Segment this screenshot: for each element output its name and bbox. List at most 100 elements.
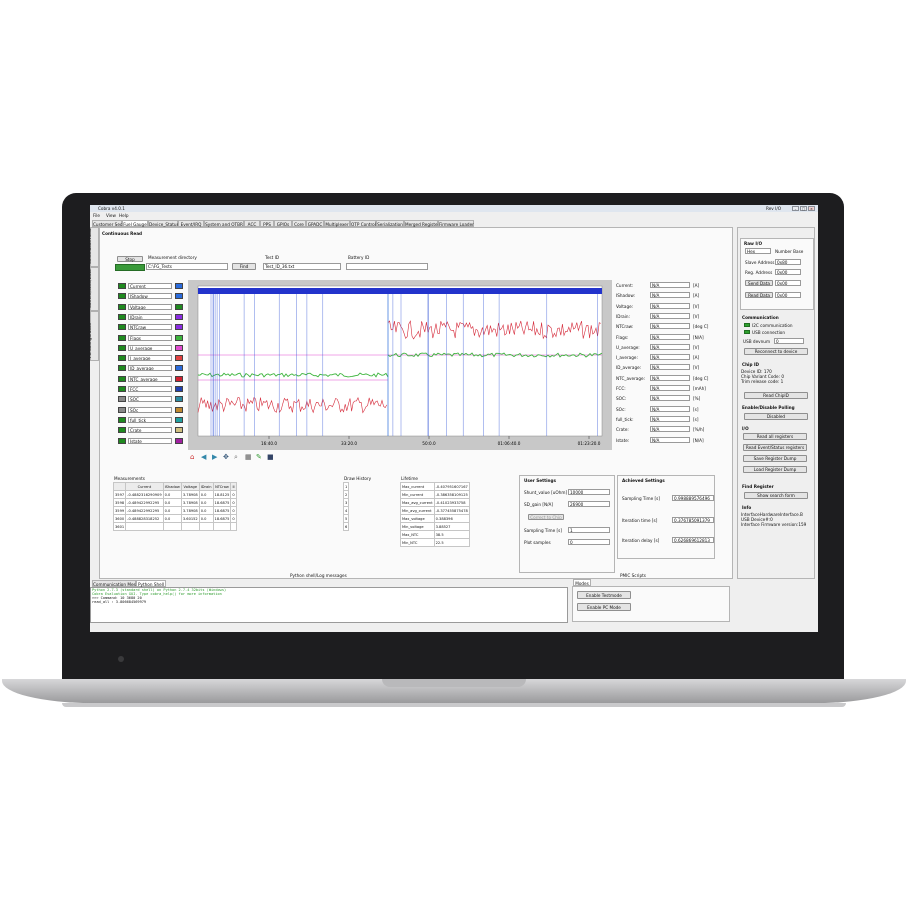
back-icon[interactable]: ◀ bbox=[201, 453, 207, 461]
side-tab-current-scan-data[interactable]: Current/Scan/Data bbox=[90, 267, 99, 311]
console-tab-communication-messages[interactable]: Communication Messages bbox=[92, 580, 148, 587]
column-header[interactable] bbox=[112, 482, 127, 491]
table-row[interactable]: Max_avg_current -0.41023933758 bbox=[400, 498, 470, 507]
table-row[interactable]: 3601 bbox=[112, 522, 237, 531]
minimize-icon[interactable]: – bbox=[792, 206, 799, 211]
signal-color-swatch[interactable] bbox=[175, 416, 183, 423]
tab-otp-control[interactable]: OTP Control bbox=[350, 220, 376, 227]
signal-color-swatch[interactable] bbox=[175, 365, 183, 372]
table-row[interactable]: 2 bbox=[342, 490, 350, 499]
signal-toggle[interactable] bbox=[118, 313, 126, 320]
column-header[interactable]: IShadow bbox=[162, 482, 182, 491]
table-row[interactable]: 3600 -0.488828318252 0.0 3.60152 0.0 18.6875 0 bbox=[112, 514, 237, 523]
signal-toggle[interactable] bbox=[118, 344, 126, 351]
signal-toggle[interactable] bbox=[118, 293, 126, 300]
io-button-read-all-registers[interactable]: Read all registers bbox=[743, 433, 807, 440]
close-icon[interactable]: × bbox=[808, 206, 815, 211]
signal-toggle[interactable] bbox=[118, 355, 126, 362]
side-tab-continuous-read[interactable]: Continuous Read bbox=[90, 227, 99, 267]
signal-toggle[interactable] bbox=[118, 396, 126, 403]
signal-toggle[interactable] bbox=[118, 406, 126, 413]
tab-core[interactable]: Core bbox=[292, 220, 306, 227]
edit-icon[interactable]: ✎ bbox=[256, 453, 262, 461]
menu-item-file[interactable]: File bbox=[93, 213, 101, 218]
table-row[interactable]: 5 bbox=[342, 514, 350, 523]
subplots-icon[interactable]: ▦ bbox=[245, 453, 252, 461]
sampling-field[interactable]: 1 bbox=[568, 527, 610, 533]
signal-color-swatch[interactable] bbox=[175, 313, 183, 320]
signal-color-swatch[interactable] bbox=[175, 406, 183, 413]
stop-button[interactable]: Stop bbox=[117, 256, 143, 262]
signal-toggle[interactable] bbox=[118, 386, 126, 392]
signal-toggle[interactable] bbox=[118, 303, 126, 310]
signal-toggle[interactable] bbox=[118, 437, 126, 444]
signal-color-swatch[interactable] bbox=[175, 283, 183, 289]
pan-icon[interactable]: ✥ bbox=[223, 453, 229, 461]
test-id-field[interactable]: Test_ID_36.txt bbox=[263, 263, 341, 270]
table-row[interactable]: Min_avg_current -0.377455875478 bbox=[400, 506, 470, 515]
measurement-dir-field[interactable]: C:\FG_Tests bbox=[146, 263, 228, 270]
tab-event-irq[interactable]: Event/IRQ bbox=[178, 220, 204, 227]
maximize-icon[interactable]: □ bbox=[800, 206, 807, 211]
enable-pc-mode-button[interactable]: Enable PC Mode bbox=[577, 603, 631, 611]
signal-color-swatch[interactable] bbox=[175, 324, 183, 331]
table-row[interactable]: 4 bbox=[342, 506, 350, 515]
signal-color-swatch[interactable] bbox=[175, 437, 183, 444]
forward-icon[interactable]: ▶ bbox=[212, 453, 218, 461]
table-row[interactable]: 6 bbox=[342, 522, 350, 531]
signal-color-swatch[interactable] bbox=[175, 293, 183, 300]
signal-toggle[interactable] bbox=[118, 375, 126, 382]
table-row[interactable]: 3 bbox=[342, 498, 350, 507]
find-button[interactable]: Find bbox=[232, 263, 256, 270]
column-header[interactable]: II bbox=[230, 482, 237, 491]
io-button-load-register-dump[interactable]: Load Register Dump bbox=[743, 466, 807, 473]
battery-id-field[interactable] bbox=[346, 263, 428, 270]
tab-customer-section[interactable]: Customer Section bbox=[92, 220, 131, 227]
signal-color-swatch[interactable] bbox=[175, 334, 183, 341]
menu-item-view[interactable]: View bbox=[106, 213, 116, 218]
number-base-select[interactable]: Hex bbox=[745, 248, 771, 254]
signal-color-swatch[interactable] bbox=[175, 386, 183, 392]
read-chipid-button[interactable]: Read ChipID bbox=[744, 392, 808, 399]
home-icon[interactable]: ⌂ bbox=[190, 453, 195, 461]
tab-pps[interactable]: PPS bbox=[260, 220, 274, 227]
plot-samples-field[interactable]: 0 bbox=[568, 539, 610, 545]
tab-multiplexer[interactable]: Multiplexer bbox=[324, 220, 350, 227]
table-row[interactable]: 3599 -0.489422992295 0.0 3.78908 0.0 18.6875 0 bbox=[112, 506, 237, 515]
table-row[interactable]: 3597 -0.4882316290909 0.0 3.78908 0.0 18.8125… bbox=[112, 490, 237, 499]
reconnect-button[interactable]: Reconnect to device bbox=[744, 348, 808, 355]
signal-color-swatch[interactable] bbox=[175, 375, 183, 382]
tab-serialization[interactable]: Serialization bbox=[376, 220, 404, 227]
table-row[interactable]: Min_voltage 3.88527 bbox=[400, 522, 470, 531]
signal-toggle[interactable] bbox=[118, 365, 126, 372]
signal-color-swatch[interactable] bbox=[175, 427, 183, 434]
tab-fuel-gauge[interactable]: Fuel Gauge bbox=[122, 220, 148, 227]
polling-button[interactable]: Disabled bbox=[744, 413, 808, 420]
io-button-read-event-status-registers[interactable]: Read Event/Status registers bbox=[743, 444, 807, 451]
show-search-form-button[interactable]: Show search form bbox=[744, 492, 808, 499]
tab-acc[interactable]: ACC bbox=[244, 220, 260, 227]
tab-system-and-otbr[interactable]: System and OTBR bbox=[204, 220, 244, 227]
console-tab-python-shell[interactable]: Python Shell bbox=[136, 580, 166, 587]
signal-color-swatch[interactable] bbox=[175, 355, 183, 362]
correct-to-chip-button[interactable]: Correct to Chip bbox=[528, 514, 564, 520]
reg-address-field[interactable]: 0x00 bbox=[775, 269, 801, 275]
read-data-button[interactable]: Read Data bbox=[745, 292, 773, 298]
tab-merged-registers[interactable]: Merged Registers bbox=[404, 220, 442, 227]
tab-modes[interactable]: Modes bbox=[573, 579, 591, 586]
python-console[interactable]: Python 2.7.3 (standard shell) on Python … bbox=[90, 587, 568, 623]
table-row[interactable]: Max_NTC 38.5 bbox=[400, 530, 470, 539]
menu-item-help[interactable]: Help bbox=[119, 213, 129, 218]
signal-toggle[interactable] bbox=[118, 334, 126, 341]
tab-gpadc[interactable]: GPADC bbox=[306, 220, 324, 227]
send-data-field[interactable]: 0x00 bbox=[775, 280, 801, 286]
signal-color-swatch[interactable] bbox=[175, 344, 183, 351]
signal-toggle[interactable] bbox=[118, 427, 126, 434]
sd-gain-field[interactable]: 26900 bbox=[568, 501, 610, 507]
table-row[interactable]: 1 bbox=[342, 482, 350, 491]
column-header[interactable]: NTCraw bbox=[212, 482, 232, 491]
zoom-icon[interactable]: ⌕ bbox=[234, 453, 238, 461]
send-data-button[interactable]: Send Data bbox=[745, 280, 773, 286]
slave-address-field[interactable]: 0x80 bbox=[775, 259, 801, 265]
enable-testmode-button[interactable]: Enable Testmode bbox=[577, 591, 631, 599]
